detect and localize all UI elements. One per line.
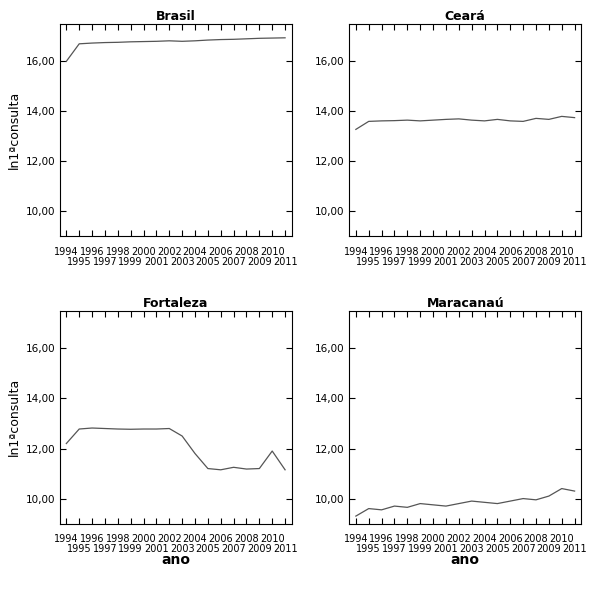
Text: 2002: 2002 [157, 247, 181, 257]
Text: 1996: 1996 [370, 247, 394, 257]
Text: 2004: 2004 [183, 534, 207, 544]
Text: 2006: 2006 [498, 247, 522, 257]
Text: 2010: 2010 [549, 534, 574, 544]
Text: 2010: 2010 [260, 247, 285, 257]
Text: 2010: 2010 [260, 534, 285, 544]
Text: 1997: 1997 [382, 544, 407, 554]
Text: 2005: 2005 [485, 256, 510, 267]
Text: 2009: 2009 [247, 544, 272, 554]
Y-axis label: ln1ªconsulta: ln1ªconsulta [8, 91, 21, 169]
Text: 2002: 2002 [157, 534, 181, 544]
Text: 1998: 1998 [105, 534, 130, 544]
Text: 1995: 1995 [67, 256, 92, 267]
Text: 2011: 2011 [562, 544, 587, 554]
Text: 2006: 2006 [208, 247, 233, 257]
Text: 2007: 2007 [221, 256, 246, 267]
Y-axis label: ln1ªconsulta: ln1ªconsulta [8, 378, 21, 456]
Text: 1998: 1998 [395, 534, 419, 544]
X-axis label: ano: ano [450, 553, 480, 568]
Text: 2011: 2011 [562, 256, 587, 267]
Text: 1998: 1998 [105, 247, 130, 257]
Text: 2009: 2009 [537, 544, 561, 554]
Text: 1996: 1996 [370, 534, 394, 544]
Text: 2003: 2003 [170, 256, 195, 267]
Text: 1994: 1994 [344, 534, 368, 544]
Text: 1997: 1997 [93, 256, 117, 267]
Text: 2003: 2003 [459, 544, 484, 554]
Text: 2005: 2005 [195, 256, 220, 267]
Text: 2009: 2009 [247, 256, 272, 267]
Text: 1994: 1994 [54, 247, 78, 257]
Text: 2008: 2008 [524, 247, 548, 257]
Text: 2011: 2011 [273, 256, 297, 267]
Text: 1995: 1995 [356, 544, 381, 554]
Text: 2009: 2009 [537, 256, 561, 267]
Text: 2004: 2004 [472, 247, 497, 257]
Text: 1999: 1999 [408, 256, 432, 267]
Title: Ceará: Ceará [445, 10, 486, 23]
Text: 2007: 2007 [511, 256, 536, 267]
Text: 2001: 2001 [144, 544, 169, 554]
Text: 2008: 2008 [234, 534, 259, 544]
Text: 1994: 1994 [344, 247, 368, 257]
Text: 1999: 1999 [119, 544, 143, 554]
Text: 2002: 2002 [446, 534, 471, 544]
Text: 2003: 2003 [459, 256, 484, 267]
Text: 2003: 2003 [170, 544, 195, 554]
Text: 2006: 2006 [498, 534, 522, 544]
Title: Fortaleza: Fortaleza [143, 297, 208, 310]
Text: 2001: 2001 [144, 256, 169, 267]
Text: 2004: 2004 [183, 247, 207, 257]
Text: 2004: 2004 [472, 534, 497, 544]
Text: 2000: 2000 [420, 534, 446, 544]
Text: 2005: 2005 [485, 544, 510, 554]
Title: Brasil: Brasil [156, 10, 196, 23]
Text: 2000: 2000 [131, 247, 156, 257]
Text: 1997: 1997 [93, 544, 117, 554]
Text: 2010: 2010 [549, 247, 574, 257]
Text: 2011: 2011 [273, 544, 297, 554]
Text: 2001: 2001 [434, 256, 458, 267]
Text: 2000: 2000 [131, 534, 156, 544]
Text: 1996: 1996 [80, 247, 104, 257]
Text: 2007: 2007 [511, 544, 536, 554]
Text: 1999: 1999 [119, 256, 143, 267]
X-axis label: ano: ano [161, 553, 190, 568]
Text: 1995: 1995 [356, 256, 381, 267]
Text: 2000: 2000 [420, 247, 446, 257]
Text: 1994: 1994 [54, 534, 78, 544]
Text: 1996: 1996 [80, 534, 104, 544]
Text: 2002: 2002 [446, 247, 471, 257]
Text: 1999: 1999 [408, 544, 432, 554]
Text: 2001: 2001 [434, 544, 458, 554]
Text: 2007: 2007 [221, 544, 246, 554]
Text: 1998: 1998 [395, 247, 419, 257]
Text: 2005: 2005 [195, 544, 220, 554]
Text: 1995: 1995 [67, 544, 92, 554]
Text: 2008: 2008 [524, 534, 548, 544]
Text: 2006: 2006 [208, 534, 233, 544]
Title: Maracanaú: Maracanaú [426, 297, 504, 310]
Text: 1997: 1997 [382, 256, 407, 267]
Text: 2008: 2008 [234, 247, 259, 257]
